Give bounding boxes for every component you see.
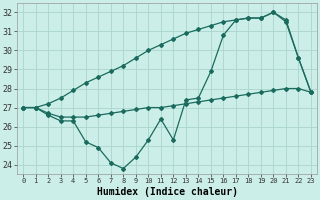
X-axis label: Humidex (Indice chaleur): Humidex (Indice chaleur) — [97, 187, 237, 197]
